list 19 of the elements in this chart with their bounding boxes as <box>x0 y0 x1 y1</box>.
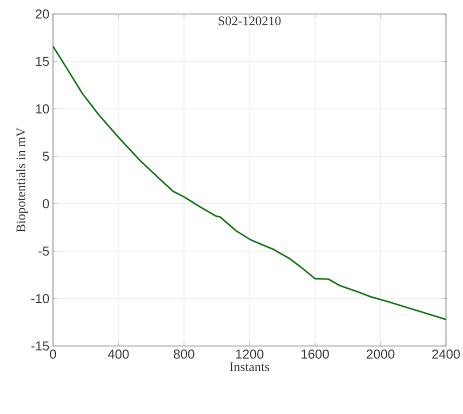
y-tick-label: -15 <box>31 341 49 351</box>
y-axis-title: Biopotentials in mV <box>16 128 28 232</box>
x-tick-label: 2400 <box>432 350 460 359</box>
line-series <box>53 45 446 320</box>
chart-title: S02-120210 <box>218 16 281 26</box>
x-tick-label: 2000 <box>366 350 394 359</box>
y-tick-label: 15 <box>36 56 49 66</box>
x-tick-label: 1200 <box>236 350 264 359</box>
x-tick-label: 800 <box>174 350 194 359</box>
y-tick-label: -5 <box>38 246 49 256</box>
y-tick-label: 0 <box>42 199 49 208</box>
y-tick-label: -10 <box>31 294 49 304</box>
x-tick-label: 1600 <box>302 350 329 359</box>
x-tick-label: 400 <box>108 350 129 359</box>
y-tick-label: 10 <box>36 104 49 114</box>
y-tick-label: 20 <box>36 9 49 19</box>
y-tick-label: 5 <box>42 152 49 161</box>
x-axis-title: Instants <box>230 362 270 372</box>
x-tick-label: 0 <box>50 350 56 359</box>
